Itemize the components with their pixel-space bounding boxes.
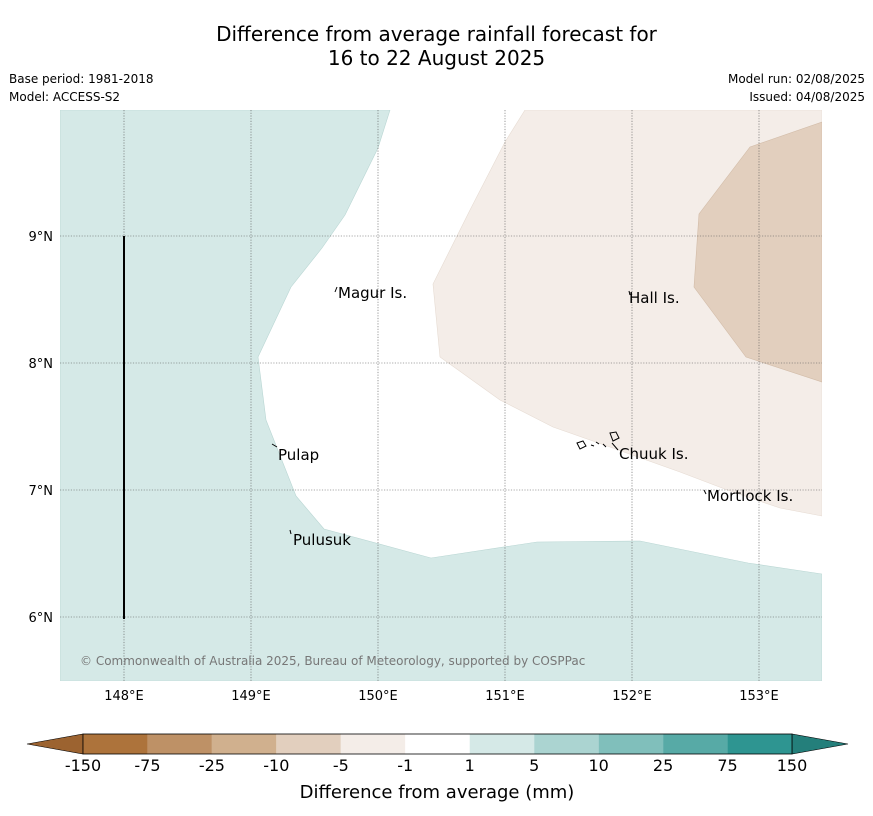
- mortlock-island-shape: [703, 489, 707, 495]
- lat-label-8n: 8°N: [29, 357, 54, 372]
- lon-label-153e: 153°E: [739, 689, 779, 704]
- colorbar-segment: [598, 734, 664, 754]
- wet-region-west: [60, 110, 822, 681]
- map-title: Difference from average rainfall forecas…: [0, 22, 873, 70]
- pulap-island-shape: [271, 443, 278, 448]
- colorbar-segment: [211, 734, 277, 754]
- colorbar-tick-label: -10: [263, 756, 289, 775]
- colorbar-tick-label: -5: [333, 756, 349, 775]
- place-label-pulusuk: Pulusuk: [293, 531, 351, 549]
- chuuk-island-shapes: [576, 431, 620, 451]
- colorbar-segment: [405, 734, 470, 754]
- colorbar-tick-label: -1: [397, 756, 413, 775]
- colorbar-tick-label: 10: [588, 756, 608, 775]
- lat-label-7n: 7°N: [29, 484, 54, 499]
- place-label-pulap: Pulap: [278, 446, 319, 464]
- colorbar-tick-label: 150: [777, 756, 808, 775]
- model-name: Model: ACCESS-S2: [9, 90, 121, 104]
- title-line-2: 16 to 22 August 2025: [327, 46, 546, 70]
- colorbar-over-arrow: [791, 733, 849, 755]
- hall-island-shape: [628, 290, 631, 296]
- colorbar-segment: [469, 734, 535, 754]
- island-outlines: [271, 286, 707, 535]
- lon-label-151e: 151°E: [485, 689, 525, 704]
- drier-region-east: [693, 121, 822, 383]
- colorbar-tick-label: 5: [529, 756, 539, 775]
- lon-label-150e: 150°E: [358, 689, 398, 704]
- pulusuk-island-shape: [289, 529, 292, 535]
- title-line-1: Difference from average rainfall forecas…: [216, 22, 657, 46]
- colorbar-frame: [82, 733, 793, 755]
- colorbar-segment: [340, 734, 406, 754]
- model-run: Model run: 02/08/2025: [727, 72, 865, 86]
- copyright-notice: © Commonwealth of Australia 2025, Bureau…: [80, 654, 585, 668]
- colorbar-segment: [534, 734, 599, 754]
- colorbar-under-arrow: [26, 733, 84, 755]
- place-label-mortlock: Mortlock Is.: [707, 487, 793, 505]
- colorbar-segment: [83, 734, 148, 754]
- colorbar-title: Difference from average (mm): [300, 782, 575, 803]
- place-label-magur: Magur Is.: [338, 284, 407, 302]
- lat-label-6n: 6°N: [29, 611, 54, 626]
- colorbar-tick-label: 1: [465, 756, 475, 775]
- meta-left: Base period: 1981-2018 Model: ACCESS-S2: [9, 70, 154, 106]
- colorbar-tick-label: -150: [65, 756, 101, 775]
- colorbar-tick-label: 75: [717, 756, 737, 775]
- colorbar-segment: [727, 734, 792, 754]
- magur-island-shape: [334, 286, 338, 293]
- place-label-hall: Hall Is.: [629, 289, 680, 307]
- lon-label-149e: 149°E: [231, 689, 271, 704]
- lat-label-9n: 9°N: [29, 230, 54, 245]
- base-period: Base period: 1981-2018: [9, 72, 154, 86]
- colorbar-segment: [276, 734, 341, 754]
- map-gridlines: [60, 110, 822, 681]
- meta-right: Model run: 02/08/2025 Issued: 04/08/2025: [728, 70, 865, 106]
- colorbar-segment: [663, 734, 728, 754]
- colorbar-segment: [147, 734, 212, 754]
- colorbar-tick-label: -75: [134, 756, 160, 775]
- lon-label-148e: 148°E: [104, 689, 144, 704]
- issued-date: Issued: 04/08/2025: [749, 90, 865, 104]
- rainfall-anomaly-fields: [60, 110, 822, 681]
- place-label-chuuk: Chuuk Is.: [619, 445, 688, 463]
- colorbar-tick-label: -25: [199, 756, 225, 775]
- colorbar-tick-label: 25: [653, 756, 673, 775]
- lon-label-152e: 152°E: [612, 689, 652, 704]
- colorbar-legend: -150 -75 -25 -10 -5 -1 1 5 10 25 75 150: [26, 733, 849, 775]
